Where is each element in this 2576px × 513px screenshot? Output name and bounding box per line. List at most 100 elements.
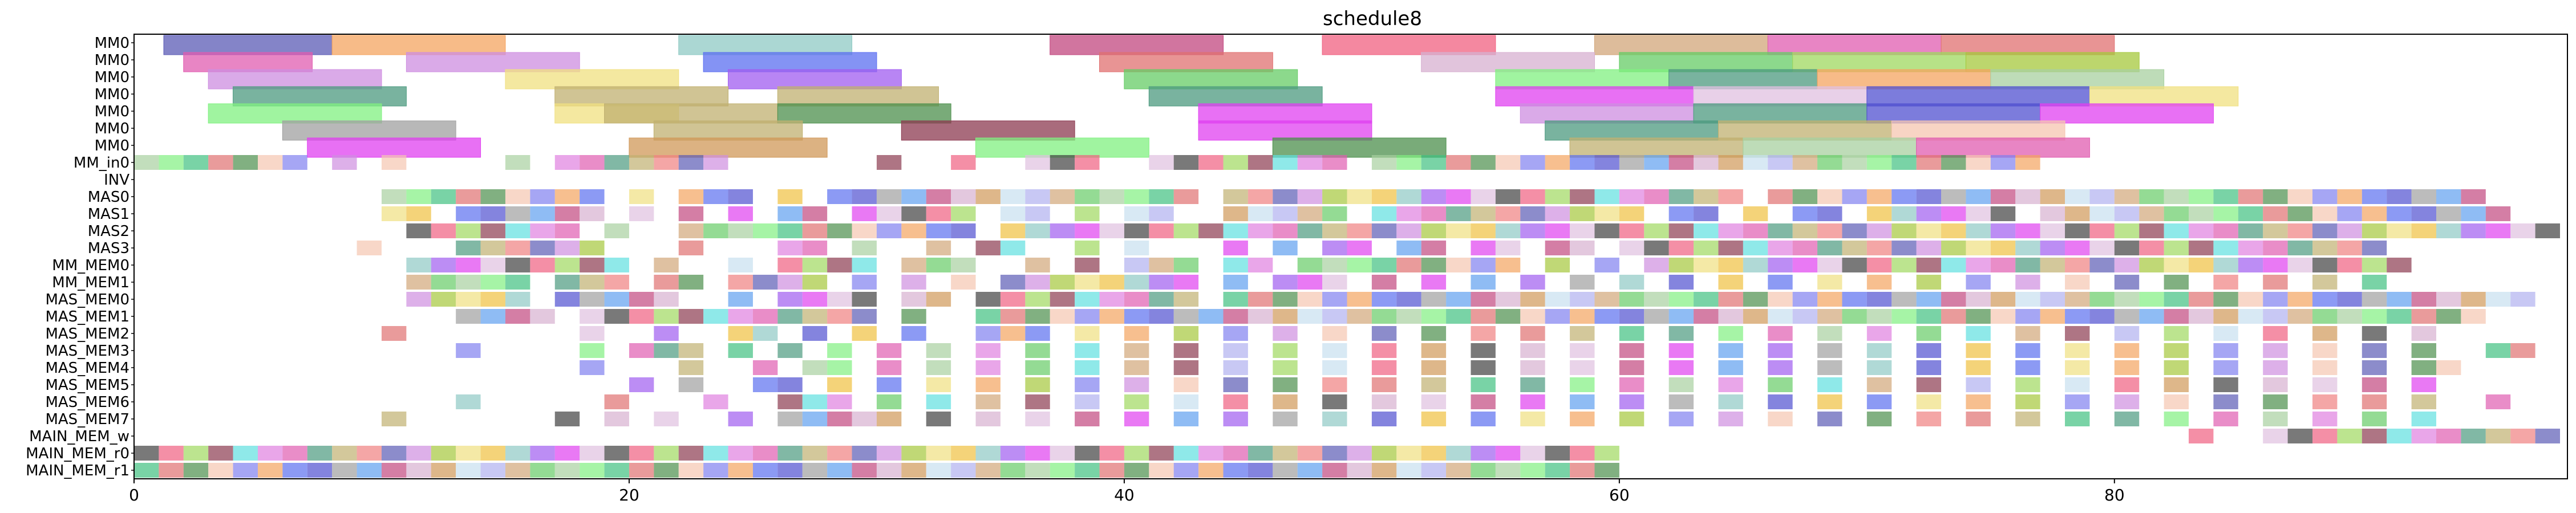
- slot-bar: [901, 463, 926, 478]
- slot-bar: [1075, 377, 1100, 392]
- y-tick-label: MM0: [95, 86, 129, 103]
- slot-bar: [1347, 189, 1372, 204]
- slot-bar: [1099, 463, 1124, 478]
- slot-bar: [1050, 223, 1075, 238]
- slot-bar: [1050, 292, 1075, 307]
- slot-bar: [1619, 326, 1645, 341]
- slot-bar: [604, 155, 629, 170]
- slot-bar: [2114, 309, 2140, 324]
- slot-bar: [530, 189, 555, 204]
- slot-bar: [2238, 223, 2263, 238]
- slot-bar: [2164, 206, 2189, 221]
- slot-bar: [1545, 241, 1570, 255]
- slot-bar: [951, 446, 976, 461]
- slot-bar: [554, 223, 580, 238]
- slot-bar: [1866, 189, 1892, 204]
- slot-bar: [1273, 394, 1298, 409]
- slot-bar: [1421, 360, 1447, 375]
- slot-bar: [1371, 206, 1397, 221]
- slot-bar: [1545, 155, 1570, 170]
- slot-bar: [2411, 309, 2436, 324]
- slot-bar: [1743, 206, 1768, 221]
- slot-bar: [1396, 155, 1421, 170]
- slot-bar: [2015, 275, 2040, 290]
- slot-bar: [728, 292, 753, 307]
- slot-bar: [1743, 241, 1768, 255]
- slot-bar: [926, 206, 951, 221]
- slot-bar: [827, 463, 852, 478]
- slot-bar: [1520, 292, 1545, 307]
- task-bar: [208, 103, 382, 124]
- slot-bar: [777, 343, 803, 358]
- slot-bar: [1000, 326, 1026, 341]
- slot-bar: [1099, 309, 1124, 324]
- slot-bar: [852, 326, 877, 341]
- slot-bar: [580, 309, 605, 324]
- y-tick-label: MAIN_MEM_r0: [26, 445, 129, 462]
- slot-bar: [2263, 206, 2288, 221]
- slot-bar: [827, 309, 852, 324]
- slot-bar: [2089, 292, 2115, 307]
- slot-bar: [1000, 275, 1026, 290]
- slot-bar: [1273, 412, 1298, 426]
- slot-bar: [1495, 189, 1521, 204]
- slot-bar: [580, 258, 605, 272]
- slot-bar: [728, 326, 753, 341]
- slot-bar: [431, 223, 456, 238]
- slot-bar: [802, 446, 828, 461]
- slot-bar: [1075, 155, 1100, 170]
- slot-bar: [703, 463, 728, 478]
- slot-bar: [752, 446, 778, 461]
- task-bar: [1743, 137, 1917, 158]
- slot-bar: [2362, 258, 2387, 272]
- slot-bar: [1668, 377, 1694, 392]
- slot-bar: [1792, 241, 1818, 255]
- slot-bar: [876, 394, 902, 409]
- slot-bar: [752, 326, 778, 341]
- slot-bar: [530, 309, 555, 324]
- slot-bar: [2362, 292, 2387, 307]
- task-bar: [653, 120, 803, 141]
- slot-bar: [629, 343, 654, 358]
- y-tick-label: MAIN_MEM_r1: [26, 462, 129, 479]
- slot-bar: [1892, 155, 1917, 170]
- slot-bar: [1273, 206, 1298, 221]
- slot-bar: [777, 258, 803, 272]
- slot-bar: [728, 446, 753, 461]
- slot-bar: [1075, 463, 1100, 478]
- slot-bar: [926, 446, 951, 461]
- slot-bar: [1768, 360, 1793, 375]
- slot-bar: [381, 326, 407, 341]
- slot-bar: [1248, 292, 1273, 307]
- slot-bar: [703, 189, 728, 204]
- slot-bar: [1471, 326, 1496, 341]
- slot-bar: [752, 377, 778, 392]
- slot-bar: [1966, 275, 1991, 290]
- slot-bar: [2312, 206, 2338, 221]
- slot-bar: [1966, 206, 1991, 221]
- slot-bar: [159, 446, 184, 461]
- y-tick-label: MM0: [95, 52, 129, 69]
- task-bar: [777, 103, 951, 124]
- slot-bar: [480, 275, 505, 290]
- slot-bar: [2411, 394, 2436, 409]
- slot-bar: [134, 446, 159, 461]
- task-bar: [1668, 69, 1818, 89]
- slot-bar: [1322, 463, 1347, 478]
- slot-bar: [1471, 292, 1496, 307]
- slot-bar: [2114, 241, 2140, 255]
- slot-bar: [2287, 206, 2313, 221]
- slot-bar: [1842, 155, 1867, 170]
- slot-bar: [1371, 446, 1397, 461]
- slot-bar: [2189, 258, 2214, 272]
- slot-bar: [1570, 326, 1595, 341]
- task-bar: [1891, 120, 2065, 141]
- slot-bar: [1273, 463, 1298, 478]
- slot-bar: [2436, 360, 2461, 375]
- slot-bar: [1668, 360, 1694, 375]
- slot-bar: [2164, 377, 2189, 392]
- slot-bar: [802, 463, 828, 478]
- slot-bar: [1173, 360, 1199, 375]
- slot-bar: [901, 326, 926, 341]
- slot-bar: [876, 206, 902, 221]
